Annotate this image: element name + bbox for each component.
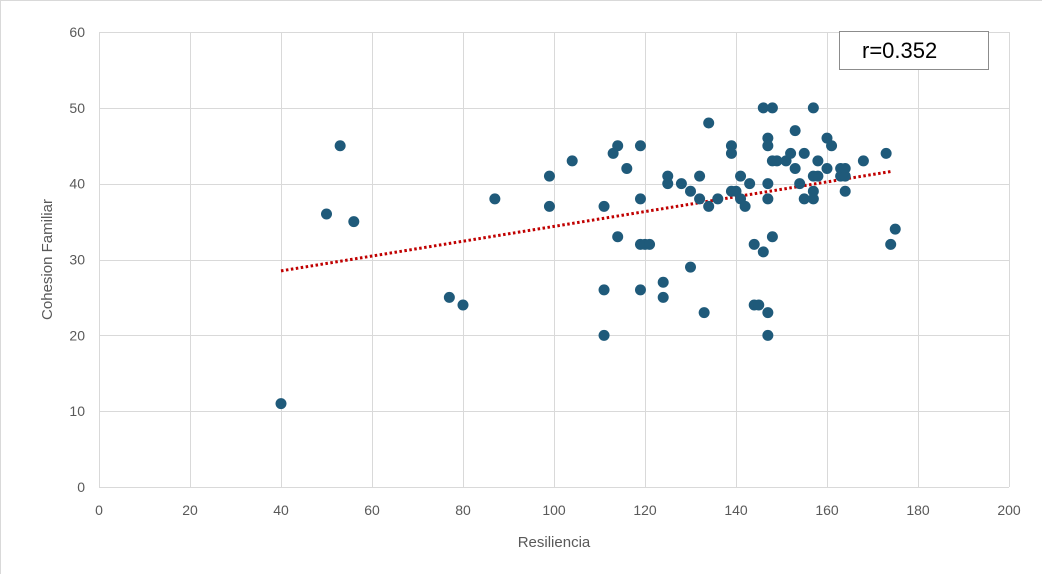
y-tick-label: 60 [69, 24, 85, 40]
data-point [634, 284, 646, 296]
data-point [812, 170, 824, 182]
data-point [812, 155, 824, 167]
data-point [753, 299, 765, 311]
data-point [598, 329, 610, 341]
data-point [566, 155, 578, 167]
data-point [457, 299, 469, 311]
x-axis-title: Resiliencia [518, 534, 591, 551]
y-tick-label: 20 [69, 327, 85, 343]
data-point [762, 307, 774, 319]
data-point [712, 193, 724, 205]
data-point [885, 238, 897, 250]
x-tick-label: 180 [906, 502, 930, 518]
y-tick-label: 50 [69, 100, 85, 116]
data-point [321, 208, 332, 220]
data-point [543, 200, 555, 212]
data-point [857, 155, 869, 167]
x-tick-label: 80 [455, 502, 471, 518]
data-point [675, 178, 687, 190]
x-tick-label: 120 [633, 502, 657, 518]
tick-labels: 0 20 40 60 80 100 120 140 160 180 200 0 10 20 30 40 50 60 [69, 24, 1020, 518]
x-tick-label: 40 [273, 502, 289, 518]
data-point [798, 147, 810, 159]
data-point [634, 140, 646, 152]
data-point [766, 231, 778, 243]
data-point [598, 200, 610, 212]
data-point [685, 185, 696, 197]
x-tick-label: 140 [724, 502, 748, 518]
y-tick-label: 10 [69, 403, 85, 419]
data-point [880, 147, 892, 159]
data-point [757, 246, 769, 258]
y-tick-label: 0 [77, 479, 85, 495]
data-point [334, 140, 346, 152]
data-points [275, 102, 901, 410]
data-point [662, 170, 674, 182]
data-point [443, 291, 455, 303]
data-point [694, 193, 706, 205]
data-point [762, 193, 774, 205]
data-point [662, 178, 674, 190]
data-point [657, 291, 669, 303]
y-tick-label: 30 [69, 252, 85, 268]
data-point [789, 163, 801, 174]
data-point [785, 147, 797, 159]
data-point [762, 329, 774, 341]
x-tick-label: 160 [815, 502, 839, 518]
data-point [762, 178, 774, 190]
x-tick-label: 60 [364, 502, 380, 518]
data-point [757, 102, 769, 114]
data-point [703, 117, 715, 129]
data-point [657, 276, 669, 288]
data-point [621, 163, 633, 174]
data-point [725, 147, 737, 159]
x-tick-label: 20 [182, 502, 198, 518]
data-point [725, 140, 737, 152]
data-point [703, 200, 715, 212]
data-point [612, 140, 624, 152]
data-point [821, 163, 833, 174]
data-point [826, 140, 838, 152]
data-point [798, 193, 810, 205]
data-point [612, 231, 624, 243]
data-point [694, 170, 706, 182]
data-point [748, 238, 760, 250]
data-point [807, 185, 819, 197]
data-point [598, 284, 610, 296]
x-tick-label: 100 [542, 502, 566, 518]
data-point [766, 102, 778, 114]
data-point [348, 216, 360, 228]
data-point [644, 238, 656, 250]
data-point [634, 193, 646, 205]
x-tick-label: 200 [997, 502, 1021, 518]
data-point [762, 132, 774, 144]
data-point [698, 307, 710, 319]
data-point [771, 155, 783, 167]
x-tick-label: 0 [95, 502, 103, 518]
data-point [744, 178, 756, 190]
data-point [889, 223, 901, 235]
data-point [735, 170, 747, 182]
data-point [794, 178, 806, 190]
data-point [807, 193, 819, 205]
data-point [839, 185, 851, 197]
data-point [489, 193, 501, 205]
data-point [739, 200, 751, 212]
y-axis-title: Cohesion Familiar [39, 199, 56, 320]
data-point [839, 170, 851, 182]
correlation-annotation: r=0.352 [839, 31, 989, 70]
data-point [789, 125, 801, 137]
y-tick-label: 40 [69, 176, 85, 192]
data-point [839, 163, 851, 174]
data-point [762, 140, 774, 152]
data-point [543, 170, 555, 182]
data-point [275, 398, 287, 410]
grid-lines [99, 32, 1010, 488]
data-point [807, 102, 819, 114]
data-point [685, 261, 696, 273]
